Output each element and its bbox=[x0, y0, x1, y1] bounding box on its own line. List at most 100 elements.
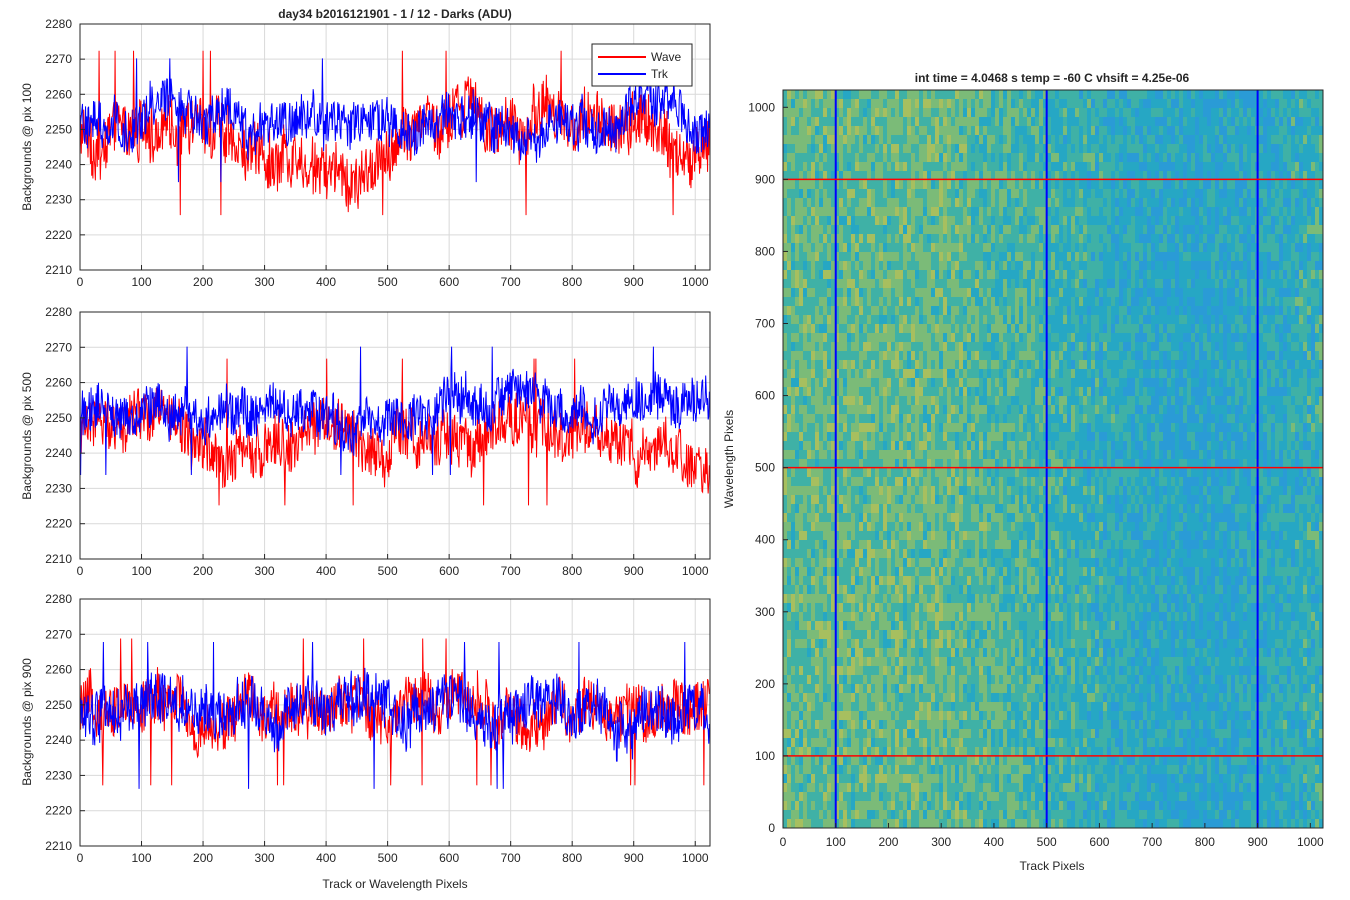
heatmap-cell bbox=[903, 144, 908, 154]
heatmap-cell bbox=[783, 450, 788, 460]
heatmap-cell bbox=[903, 495, 908, 505]
heatmap-cell bbox=[907, 252, 912, 262]
heatmap-cell bbox=[899, 504, 904, 514]
heatmap-cell bbox=[803, 747, 808, 757]
heatmap-cell bbox=[1003, 666, 1008, 676]
heatmap-cell bbox=[999, 108, 1004, 118]
heatmap-cell bbox=[783, 135, 788, 145]
heatmap-cell bbox=[859, 468, 864, 478]
heatmap-cell bbox=[895, 135, 900, 145]
heatmap-cell bbox=[943, 684, 948, 694]
heatmap-cell bbox=[911, 756, 916, 766]
heatmap-cell bbox=[883, 153, 888, 163]
heatmap-cell bbox=[975, 225, 980, 235]
heatmap-cell bbox=[987, 522, 992, 532]
heatmap-cell bbox=[1003, 342, 1008, 352]
heatmap-cell bbox=[787, 630, 792, 640]
heatmap-cell bbox=[1011, 711, 1016, 721]
heatmap-cell bbox=[1015, 342, 1020, 352]
heatmap-cell bbox=[1003, 108, 1008, 118]
heatmap-cell bbox=[987, 459, 992, 469]
heatmap-cell bbox=[951, 576, 956, 586]
heatmap-cell bbox=[971, 198, 976, 208]
heatmap-cell bbox=[963, 342, 968, 352]
heatmap-cell bbox=[787, 324, 792, 334]
heatmap-cell bbox=[999, 504, 1004, 514]
heatmap-cell bbox=[903, 513, 908, 523]
heatmap-cell bbox=[919, 549, 924, 559]
heatmap-cell bbox=[1007, 558, 1012, 568]
heatmap-cell bbox=[791, 639, 796, 649]
heatmap-cell bbox=[947, 711, 952, 721]
heatmap-cell bbox=[843, 171, 848, 181]
heatmap-cell bbox=[819, 810, 824, 820]
heatmap-cell bbox=[927, 657, 932, 667]
heatmap-cell bbox=[871, 468, 876, 478]
xtick-label: 800 bbox=[562, 275, 582, 289]
heatmap-cell bbox=[843, 414, 848, 424]
heatmap-cell bbox=[951, 711, 956, 721]
heatmap-cell bbox=[811, 810, 816, 820]
heatmap-cell bbox=[899, 216, 904, 226]
heatmap-cell bbox=[1007, 234, 1012, 244]
heatmap-cell bbox=[991, 414, 996, 424]
heatmap-cell bbox=[807, 504, 812, 514]
heatmap-cell bbox=[1011, 441, 1016, 451]
heatmap-cell bbox=[1007, 369, 1012, 379]
heatmap-cell bbox=[823, 765, 828, 775]
heatmap-cell bbox=[799, 558, 804, 568]
heatmap-cell bbox=[795, 414, 800, 424]
heatmap-cell bbox=[891, 162, 896, 172]
heatmap-cell bbox=[911, 630, 916, 640]
heatmap-cell bbox=[987, 297, 992, 307]
heatmap-cell bbox=[959, 207, 964, 217]
heatmap-cell bbox=[815, 270, 820, 280]
heatmap-cell bbox=[995, 423, 1000, 433]
heatmap-cell bbox=[1003, 783, 1008, 793]
heatmap-cell bbox=[879, 216, 884, 226]
heatmap-cell bbox=[939, 486, 944, 496]
heatmap-cell bbox=[839, 639, 844, 649]
heatmap-cell bbox=[983, 747, 988, 757]
heatmap-cell bbox=[947, 468, 952, 478]
heatmap-cell bbox=[807, 153, 812, 163]
heatmap-cell bbox=[855, 189, 860, 199]
heatmap-cell bbox=[911, 675, 916, 685]
heatmap-cell bbox=[823, 90, 828, 100]
heatmap-cell bbox=[931, 252, 936, 262]
heatmap-cell bbox=[967, 756, 972, 766]
heatmap-cell bbox=[811, 711, 816, 721]
heatmap-cell bbox=[899, 477, 904, 487]
heatmap-cell bbox=[863, 99, 868, 109]
heatmap-cell bbox=[919, 459, 924, 469]
xtick-label: 400 bbox=[316, 564, 336, 578]
heatmap-cell bbox=[855, 450, 860, 460]
heatmap-cell bbox=[927, 594, 932, 604]
heatmap-cell bbox=[811, 792, 816, 802]
heatmap-cell bbox=[935, 306, 940, 316]
heatmap-cell bbox=[855, 405, 860, 415]
heatmap-cell bbox=[963, 117, 968, 127]
heatmap-cell bbox=[923, 603, 928, 613]
heatmap-cell bbox=[951, 90, 956, 100]
heatmap-cell bbox=[1011, 306, 1016, 316]
heatmap-cell bbox=[875, 153, 880, 163]
heatmap-cell bbox=[871, 657, 876, 667]
heatmap-cell bbox=[947, 513, 952, 523]
heatmap-cell bbox=[811, 315, 816, 325]
heatmap-cell bbox=[975, 153, 980, 163]
heatmap-cell bbox=[999, 756, 1004, 766]
heatmap-cell bbox=[971, 225, 976, 235]
heatmap-cell bbox=[891, 360, 896, 370]
heatmap-cell bbox=[803, 252, 808, 262]
heatmap-cell bbox=[995, 324, 1000, 334]
heatmap-cell bbox=[927, 792, 932, 802]
heatmap-cell bbox=[895, 486, 900, 496]
heatmap-cell bbox=[951, 369, 956, 379]
heatmap-cell bbox=[975, 540, 980, 550]
heatmap-cell bbox=[803, 378, 808, 388]
heatmap-cell bbox=[919, 693, 924, 703]
heatmap-cell bbox=[851, 603, 856, 613]
heatmap-cell bbox=[819, 531, 824, 541]
heatmap-cell bbox=[811, 333, 816, 343]
